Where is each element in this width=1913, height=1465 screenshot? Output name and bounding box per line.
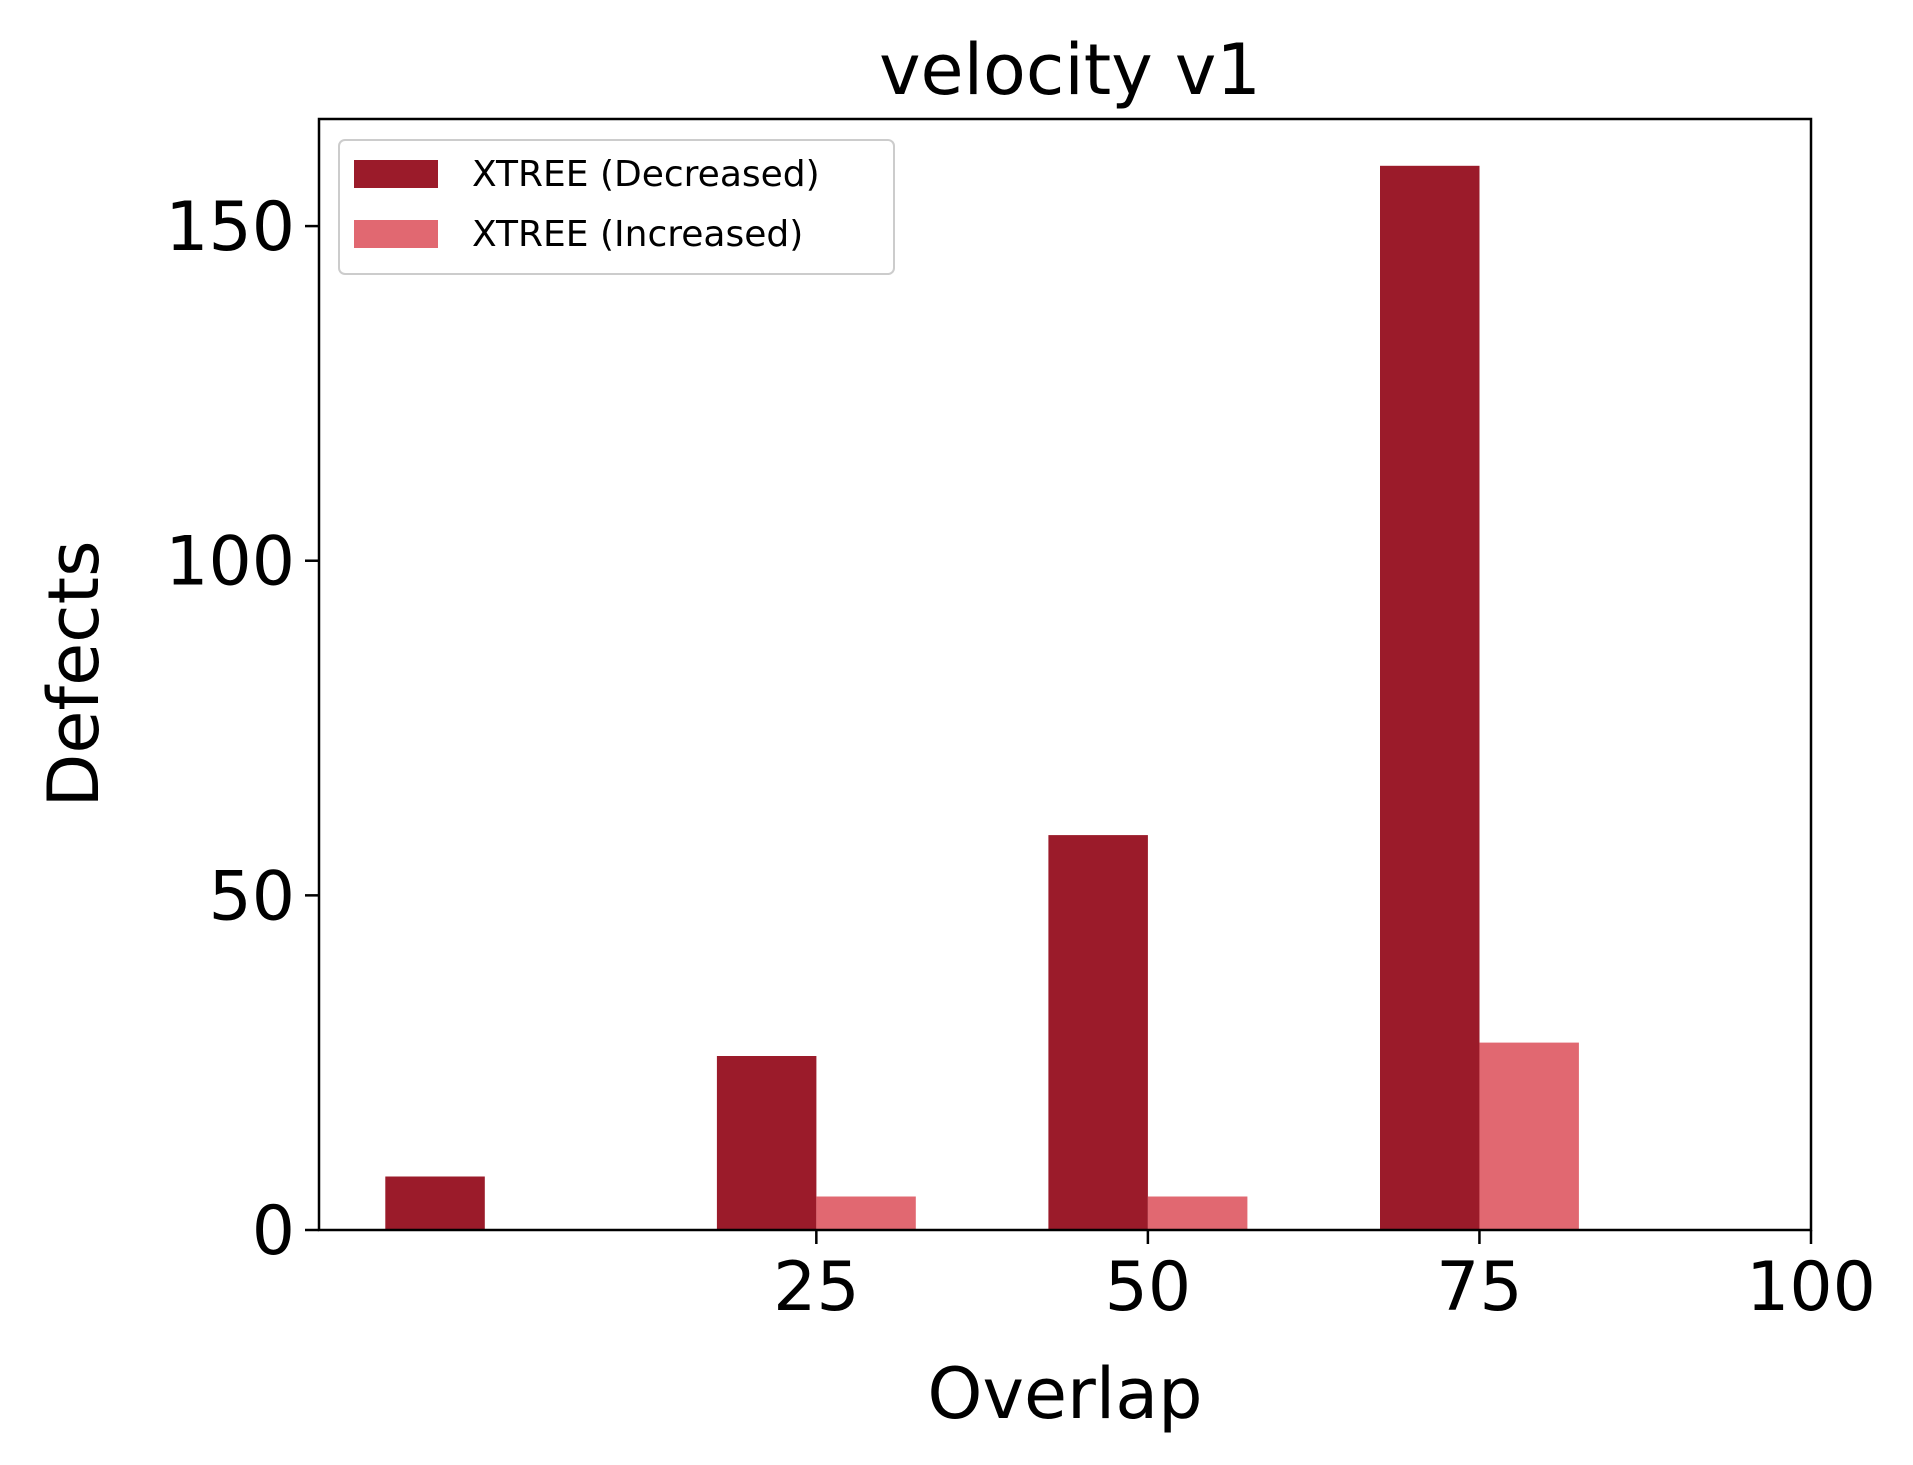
y-tick-label: 50 (208, 857, 295, 936)
legend-swatch-decreased (354, 160, 438, 188)
y-axis-label: Defects (33, 540, 115, 807)
bar-decreased-0 (385, 1176, 485, 1230)
legend-label-increased: XTREE (Increased) (472, 214, 803, 255)
x-tick-label: 50 (1105, 1248, 1192, 1327)
bar-increased-50 (1147, 1196, 1248, 1230)
chart-title: velocity v1 (879, 29, 1261, 111)
y-tick-label: 100 (165, 523, 295, 602)
x-tick-label: 100 (1746, 1248, 1876, 1327)
bar-increased-25 (816, 1196, 916, 1230)
legend-swatch-increased (354, 220, 438, 248)
x-tick-label: 75 (1436, 1248, 1523, 1327)
bar-decreased-25 (716, 1056, 817, 1230)
legend-label-decreased: XTREE (Decreased) (472, 154, 820, 195)
x-axis-ticks: 25 50 75 100 (773, 1230, 1876, 1327)
y-tick-label: 0 (252, 1192, 295, 1271)
y-axis-ticks: 0 50 100 150 (165, 188, 319, 1271)
bar-increased-75 (1479, 1042, 1579, 1230)
x-axis-label: Overlap (927, 1353, 1202, 1435)
bars-layer (385, 165, 1579, 1230)
legend-box (338, 139, 895, 275)
bar-decreased-50 (1048, 835, 1148, 1230)
legend: XTREE (Decreased) XTREE (Increased) (338, 139, 895, 275)
y-tick-label: 150 (165, 188, 295, 267)
plot-frame (317, 117, 1813, 1232)
x-tick-label: 25 (773, 1248, 860, 1327)
bar-decreased-75 (1380, 165, 1480, 1230)
